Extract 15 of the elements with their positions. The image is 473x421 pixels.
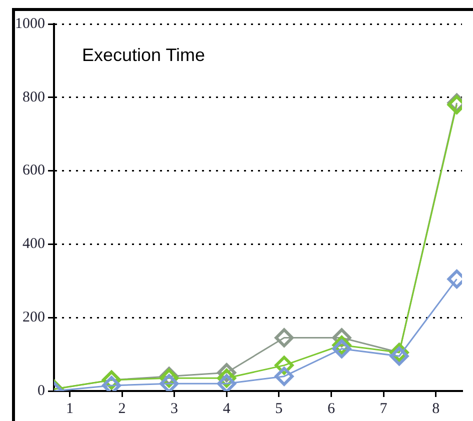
x-tick-label: 2 <box>118 400 126 417</box>
y-tick-label: 200 <box>22 310 45 326</box>
x-tick-label: 6 <box>327 400 336 417</box>
x-tick-label: 5 <box>275 400 283 417</box>
x-tick-label: 8 <box>432 400 440 417</box>
y-tick-label: 400 <box>22 236 45 252</box>
x-tick-label: 7 <box>380 400 388 417</box>
y-tick-label: 0 <box>38 382 45 399</box>
x-tick-label: 4 <box>222 400 231 417</box>
x-tick-label: 1 <box>66 400 74 417</box>
y-tick-label: 1000 <box>15 16 45 32</box>
y-tick-label: 800 <box>22 89 45 106</box>
y-tick-label: 600 <box>22 162 45 179</box>
text: Execution Time <box>82 44 206 65</box>
x-tick-label: 3 <box>170 400 178 417</box>
